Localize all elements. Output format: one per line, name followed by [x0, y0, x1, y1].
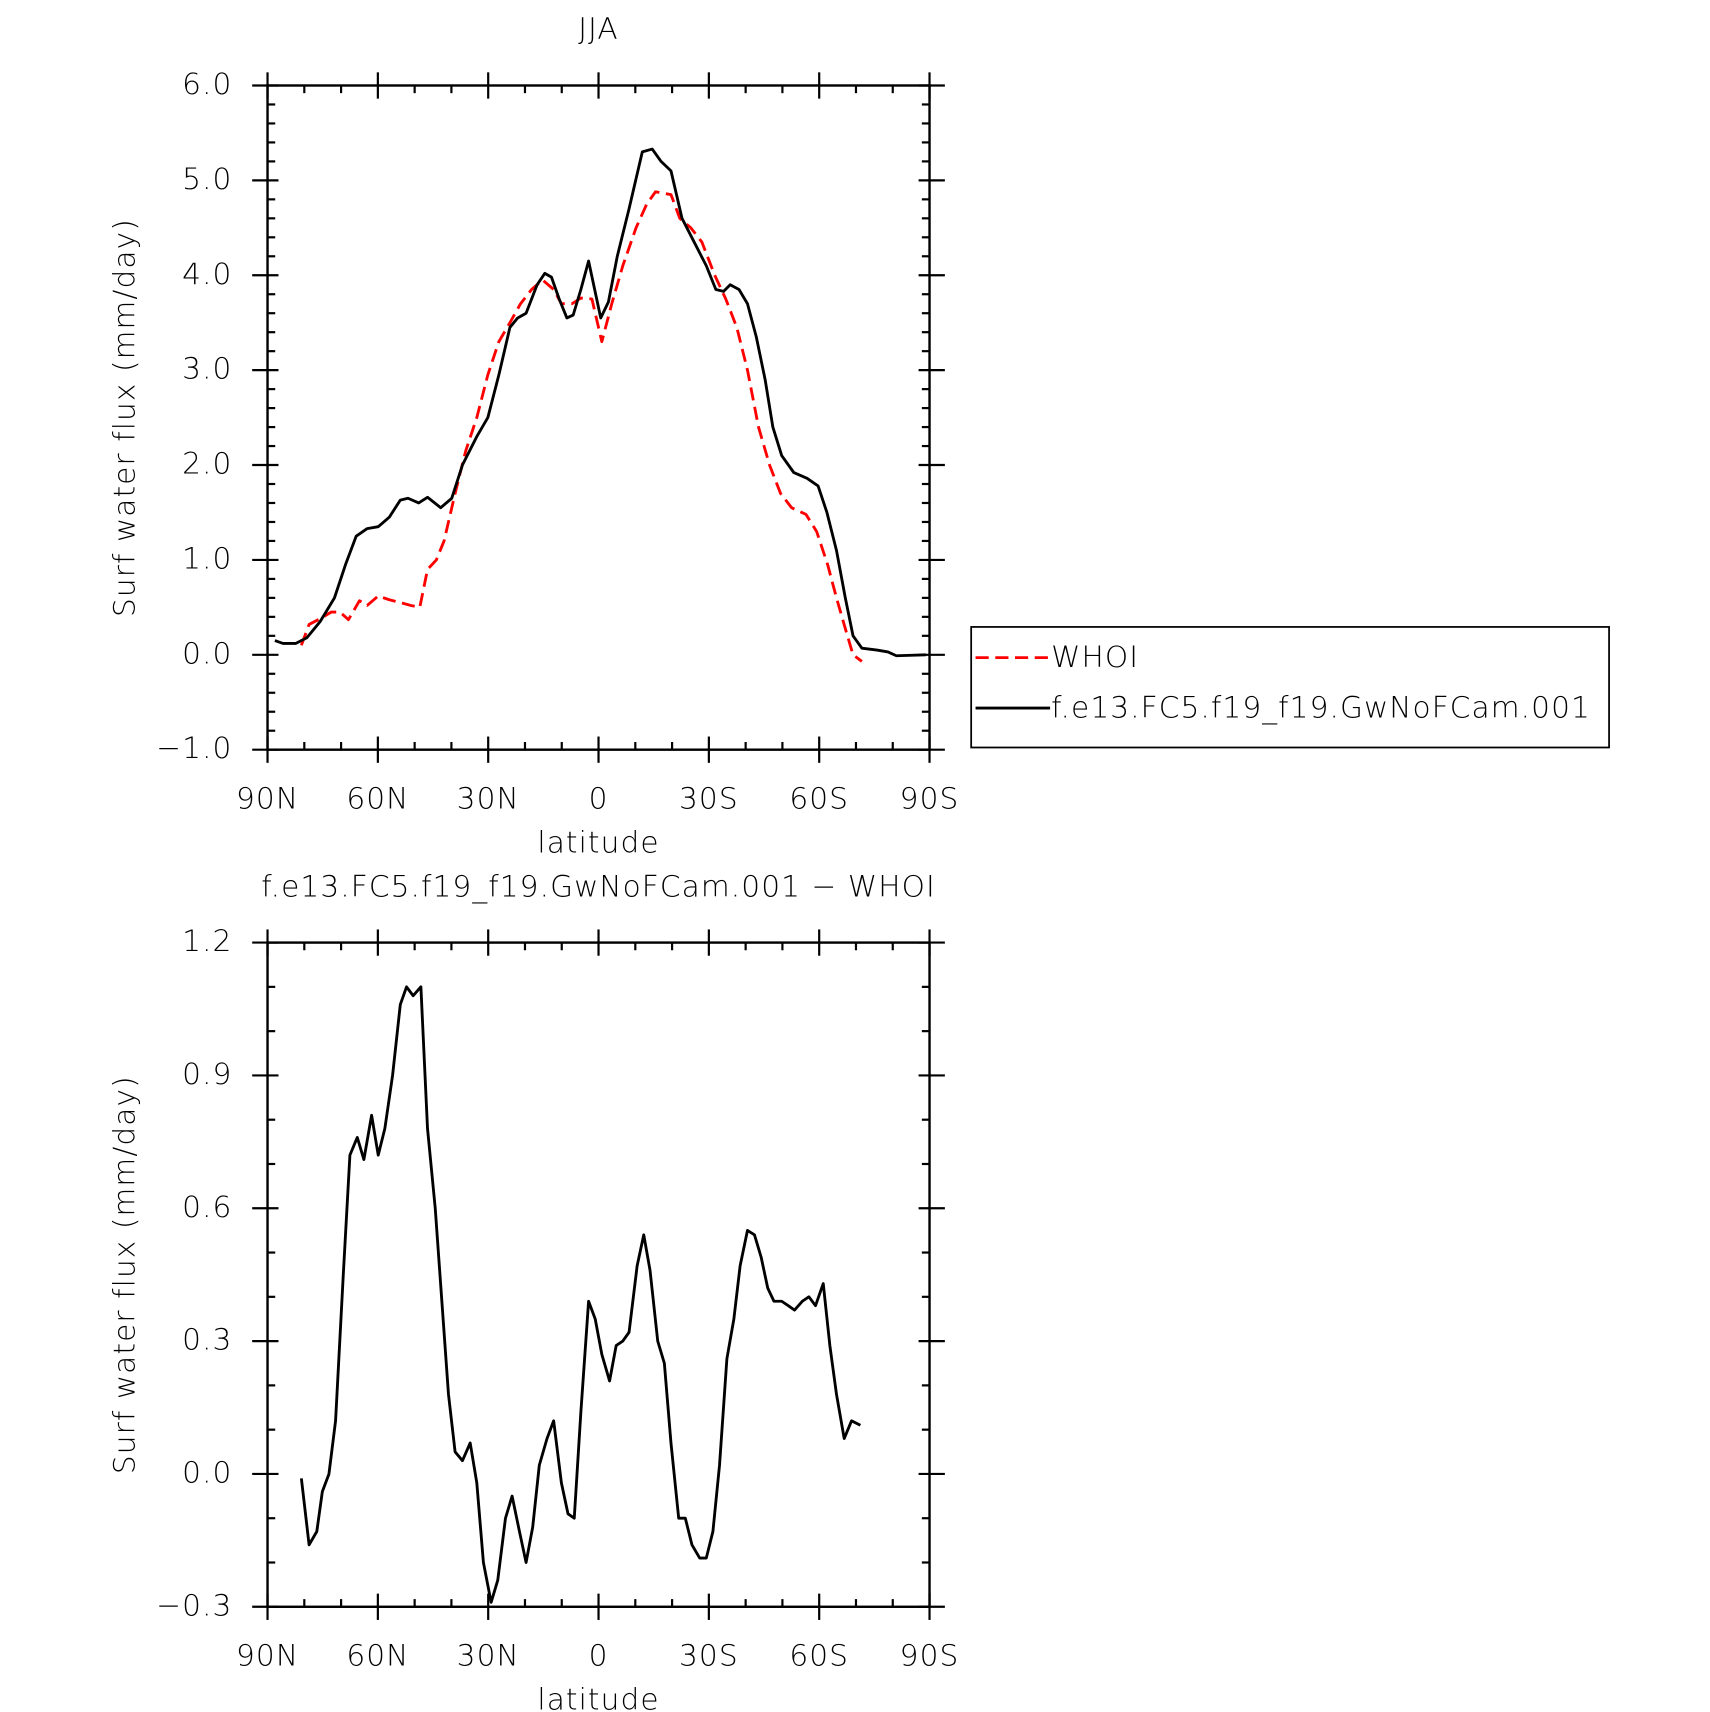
- x-tick-label: 60N: [346, 1639, 409, 1673]
- x-tick-label: 90S: [900, 1639, 960, 1673]
- legend-box: [970, 626, 1610, 749]
- x-axis-label: latitude: [537, 825, 659, 859]
- x-tick-label: 90N: [236, 782, 299, 816]
- y-tick-label: −1.0: [156, 731, 232, 765]
- y-tick-label: 1.2: [182, 924, 232, 958]
- y-tick-label: 4.0: [182, 257, 232, 291]
- x-axis-label: latitude: [537, 1683, 659, 1712]
- x-tick-label: 0: [589, 1639, 609, 1673]
- y-tick-label: 1.0: [182, 541, 232, 575]
- data-line: [299, 985, 862, 1604]
- chart-title: JJA: [578, 12, 618, 46]
- x-tick-label: 30S: [679, 782, 739, 816]
- data-line: [300, 190, 863, 663]
- x-tick-label: 90S: [900, 782, 960, 816]
- y-axis-label: Surf water flux (mm/day): [108, 1075, 142, 1474]
- y-tick-label: 3.0: [182, 352, 232, 386]
- y-tick-label: 0.9: [182, 1057, 232, 1091]
- x-tick-label: 30N: [457, 1639, 520, 1673]
- x-tick-label: 60S: [789, 782, 849, 816]
- data-line: [274, 147, 926, 658]
- x-tick-label: 60N: [346, 782, 409, 816]
- x-tick-label: 0: [589, 782, 609, 816]
- legend-label: WHOI: [1051, 640, 1139, 674]
- x-tick-label: 90N: [236, 1639, 299, 1673]
- y-tick-label: −0.3: [156, 1588, 232, 1622]
- y-tick-label: 0.3: [182, 1323, 232, 1357]
- chart-title: f.e13.FC5.f19_f19.GwNoFCam.001 − WHOI: [261, 869, 936, 904]
- legend-label: f.e13.FC5.f19_f19.GwNoFCam.001: [1051, 691, 1591, 726]
- y-tick-label: 2.0: [182, 447, 232, 481]
- y-tick-label: 0.0: [182, 636, 232, 670]
- y-tick-label: 5.0: [182, 162, 232, 196]
- x-tick-label: 30N: [457, 782, 520, 816]
- plot-frame: [266, 941, 931, 1608]
- y-axis-label: Surf water flux (mm/day): [108, 218, 142, 617]
- plot-frame: [266, 84, 931, 751]
- y-tick-label: 0.6: [182, 1190, 232, 1224]
- x-tick-label: 60S: [789, 1639, 849, 1673]
- y-tick-label: 6.0: [182, 67, 232, 101]
- y-tick-label: 0.0: [182, 1455, 232, 1489]
- x-tick-label: 30S: [679, 1639, 739, 1673]
